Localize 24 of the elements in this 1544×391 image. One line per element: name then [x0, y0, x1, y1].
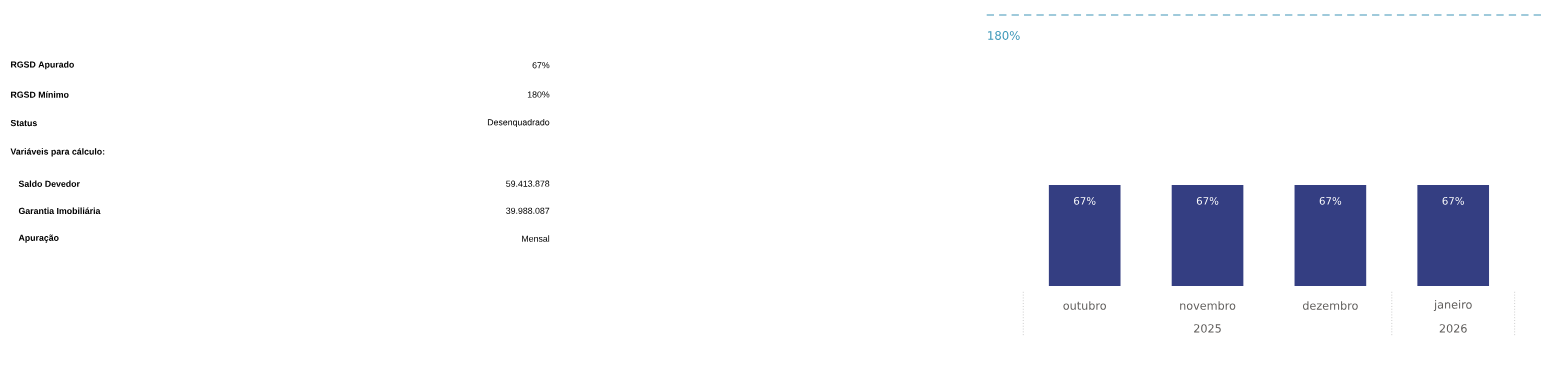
text: 2026	[1439, 323, 1467, 333]
text: 2025	[1194, 323, 1221, 333]
text: Status	[10, 119, 37, 126]
ref-line-label: 180%	[988, 30, 1020, 40]
text: 59.413.878	[506, 180, 550, 187]
x-tick-label: janeiro	[1433, 299, 1472, 311]
text: Garantia Imobiliária	[18, 207, 101, 214]
data-label: 67%	[1442, 196, 1465, 205]
text: 67%	[532, 61, 550, 69]
text: RGSD Apurado	[11, 60, 74, 70]
text: Saldo Devedor	[18, 180, 80, 187]
text: Desenquadrado	[487, 118, 550, 127]
text: RGSD Mínimo	[11, 91, 69, 98]
x-tick-label: dezembro	[1302, 300, 1358, 310]
data-label: 67%	[1196, 196, 1219, 205]
data-label: 67%	[1319, 196, 1342, 205]
text: Apuração	[18, 234, 59, 243]
text: 180%	[527, 91, 550, 98]
x-tick-label: novembro	[1180, 300, 1236, 310]
x-tick-label: outubro	[1063, 300, 1106, 310]
text: Mensal	[522, 235, 550, 242]
text: Variáveis para cálculo:	[10, 147, 105, 157]
data-label: 67%	[1074, 196, 1096, 205]
text: 39.988.087	[506, 207, 550, 214]
